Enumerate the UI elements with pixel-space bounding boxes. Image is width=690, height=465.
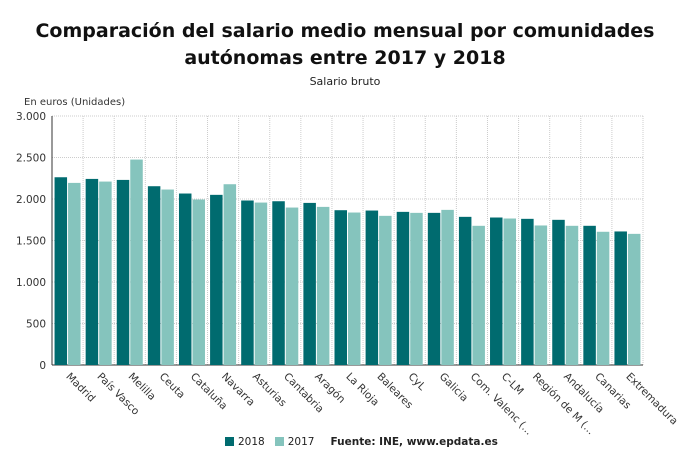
bar-2017: [161, 189, 174, 365]
chart-title: Comparación del salario medio mensual po…: [35, 20, 655, 69]
source-note: Fuente: INE, www.epdata.es: [330, 436, 498, 448]
bar-2018: [147, 186, 161, 365]
bar-2017: [503, 218, 517, 365]
bar-2018: [365, 210, 379, 365]
bar-2018: [85, 178, 99, 365]
legend-item-2018: 2018: [225, 436, 265, 448]
bar-2017: [285, 207, 299, 365]
y-tick-label: 500: [26, 319, 46, 331]
bar-2018: [303, 202, 316, 365]
legend-swatch: [274, 437, 284, 446]
bar-2018: [241, 200, 254, 365]
bar-2017: [99, 181, 112, 365]
y-tick-label: 3.000: [16, 111, 46, 123]
bar-2017: [68, 182, 81, 365]
bar-2018: [396, 211, 410, 365]
y-tick-label: 0: [39, 360, 46, 372]
bar-2018: [178, 193, 192, 365]
x-tick-label: La Rioja: [343, 371, 381, 409]
bar-2018: [272, 201, 285, 365]
bar-2017: [223, 184, 237, 365]
x-tick-label: Extremadura: [623, 371, 680, 428]
chart-subtitle: Salario bruto: [309, 75, 381, 88]
y-tick-label: 1.500: [16, 236, 46, 248]
bar-2018: [427, 212, 441, 365]
bar-2018: [334, 210, 347, 365]
bar-2018: [54, 177, 68, 365]
bar-2017: [410, 212, 423, 365]
y-tick-label: 1.000: [16, 277, 46, 289]
legend-swatch: [225, 437, 234, 446]
x-tick-label: Madrid: [63, 371, 97, 405]
bar-2017: [627, 233, 641, 365]
bar-2018: [210, 194, 223, 365]
bar-2017: [316, 206, 330, 365]
bar-2018: [458, 216, 472, 365]
bar-2018: [521, 218, 534, 365]
legend-item-2017: 2017: [274, 436, 315, 448]
legend-label: 2017: [287, 436, 315, 448]
y-axis-label: En euros (Unidades): [24, 97, 126, 108]
x-tick-label: CyL: [406, 371, 428, 393]
bar-2017: [472, 225, 485, 365]
bar-2017: [565, 225, 579, 365]
x-tick-label: Ceuta: [157, 371, 187, 401]
bar-2017: [130, 159, 143, 365]
legend: 2018 2017 Fuente: INE, www.epdata.es: [225, 436, 498, 448]
bar-2017: [596, 231, 610, 365]
legend-label: 2018: [238, 436, 265, 448]
bar-2018: [552, 219, 565, 365]
y-tick-label: 2.500: [16, 153, 46, 165]
bar-2017: [254, 202, 268, 365]
y-tick-label: 2.000: [16, 194, 46, 206]
bar-2017: [192, 199, 205, 365]
bar-2018: [490, 217, 503, 365]
x-tick-label: C-LM: [499, 371, 526, 398]
bar-2017: [534, 225, 548, 365]
x-tick-label: Galicia: [437, 371, 471, 405]
bar-2018: [116, 179, 130, 365]
bar-2017: [441, 209, 454, 365]
bar-2017: [379, 215, 392, 365]
bar-2017: [348, 212, 361, 365]
bar-2018: [583, 225, 596, 365]
bar-2018: [614, 231, 627, 365]
